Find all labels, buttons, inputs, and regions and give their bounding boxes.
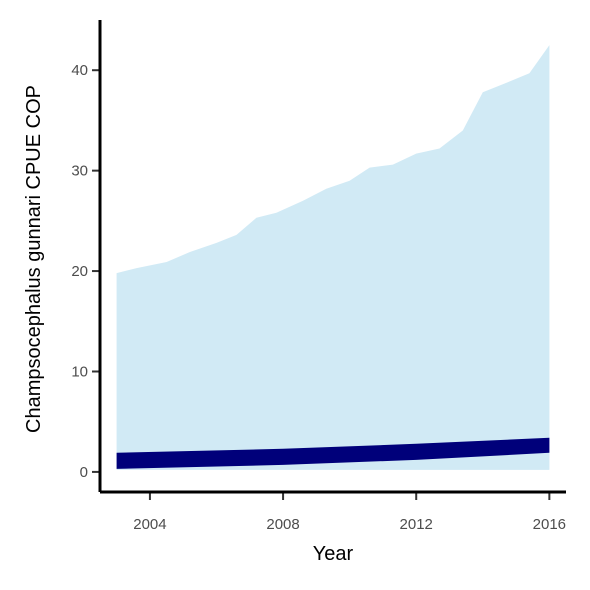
x-axis-ticks: 2004 2008 2012 2016 <box>133 492 566 533</box>
y-tick-label: 30 <box>71 163 88 180</box>
y-axis-ticks: 0 10 20 30 40 <box>71 62 100 481</box>
y-tick-label: 20 <box>71 263 88 280</box>
x-tick-label: 2012 <box>400 516 433 533</box>
ribbon-dark-navy <box>116 437 550 469</box>
y-axis-title: Champsocephalus gunnari CPUE COP <box>23 85 45 433</box>
x-tick-label: 2008 <box>266 516 299 533</box>
y-tick-label: 0 <box>80 464 88 481</box>
y-tick-label: 10 <box>71 363 88 380</box>
x-axis-title: Year <box>313 543 354 565</box>
x-tick-label: 2016 <box>533 516 566 533</box>
ribbon-light-blue <box>116 45 550 470</box>
plot-area <box>116 45 550 470</box>
x-tick-label: 2004 <box>133 516 166 533</box>
y-tick-label: 40 <box>71 62 88 79</box>
